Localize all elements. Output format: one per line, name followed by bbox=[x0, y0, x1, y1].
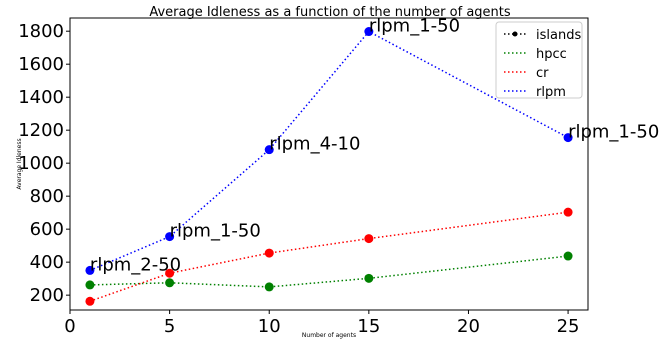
y-tick-label: 1800 bbox=[18, 21, 64, 42]
x-tick-label: 15 bbox=[357, 316, 380, 337]
y-axis-label: Average Idleness bbox=[16, 138, 23, 189]
plot-frame bbox=[69, 17, 589, 311]
data-point-rlpm bbox=[364, 27, 374, 37]
chart-title: Average Idleness as a function of the nu… bbox=[149, 5, 511, 20]
series-line-cr bbox=[89, 211, 569, 302]
legend-item-rlpm: rlpm bbox=[504, 85, 566, 100]
series-line-rlpm bbox=[89, 30, 569, 272]
data-point-cr bbox=[85, 296, 95, 306]
y-tick-label: 800 bbox=[30, 186, 64, 207]
y-axis: 200 400 600 800 1000 1200 1400 1600 1800 bbox=[18, 21, 70, 306]
data-point-hpcc bbox=[165, 278, 175, 288]
point-annotation: rlpm_1-50 bbox=[568, 122, 659, 143]
x-tick-label: 20 bbox=[457, 316, 480, 337]
legend-label: rlpm bbox=[536, 85, 566, 100]
data-point-hpcc bbox=[364, 273, 374, 283]
x-tick-label: 10 bbox=[258, 316, 281, 337]
y-tick-label: 600 bbox=[30, 219, 64, 240]
data-point-cr bbox=[364, 234, 374, 244]
data-point-cr bbox=[264, 248, 274, 258]
series-hpcc bbox=[85, 251, 573, 292]
series-line-hpcc bbox=[89, 255, 569, 288]
legend-item-cr: cr bbox=[504, 66, 549, 81]
legend-label: cr bbox=[536, 66, 549, 81]
y-tick-label: 1200 bbox=[18, 120, 64, 141]
y-tick-label: 1000 bbox=[18, 153, 64, 174]
legend-item-hpcc: hpcc bbox=[504, 47, 567, 62]
point-annotation: rlpm_1-50 bbox=[369, 16, 460, 37]
x-tick-label: 5 bbox=[164, 316, 175, 337]
x-axis-label: Number of agents bbox=[302, 332, 356, 339]
series-rlpm bbox=[85, 27, 573, 275]
data-point-rlpm bbox=[165, 232, 175, 242]
data-point-cr bbox=[165, 268, 175, 278]
x-tick-label: 0 bbox=[64, 316, 75, 337]
point-annotation: rlpm_2-50 bbox=[90, 254, 181, 275]
y-tick-label: 400 bbox=[30, 252, 64, 273]
point-annotation: rlpm_4-10 bbox=[269, 134, 360, 155]
y-tick-label: 200 bbox=[30, 285, 64, 306]
data-point-rlpm bbox=[85, 265, 95, 275]
data-point-rlpm bbox=[563, 133, 573, 143]
series-cr bbox=[85, 207, 573, 306]
legend-item-islands: islands bbox=[504, 28, 581, 43]
legend: islands hpcc cr rlpm bbox=[495, 21, 583, 100]
data-point-hpcc bbox=[85, 280, 95, 290]
y-tick-label: 1400 bbox=[18, 87, 64, 108]
x-tick-label: 25 bbox=[557, 316, 580, 337]
point-annotation: rlpm_1-50 bbox=[170, 221, 261, 242]
legend-label: islands bbox=[536, 28, 581, 43]
x-axis: 0 5 10 15 20 25 bbox=[64, 310, 580, 337]
y-tick-label: 1600 bbox=[18, 54, 64, 75]
data-point-cr bbox=[563, 207, 573, 217]
data-point-hpcc bbox=[563, 251, 573, 261]
legend-label: hpcc bbox=[536, 47, 567, 62]
data-point-rlpm bbox=[264, 145, 274, 155]
data-point-hpcc bbox=[264, 282, 274, 292]
legend-marker bbox=[512, 31, 518, 37]
legend-box bbox=[495, 21, 583, 99]
